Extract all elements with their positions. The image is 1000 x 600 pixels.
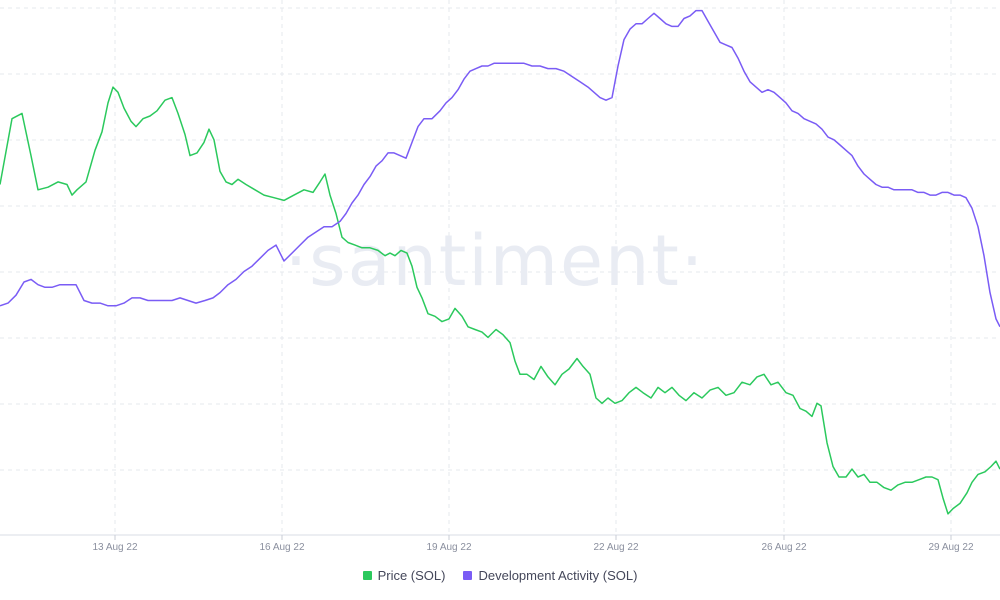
legend-label-dev-activity: Development Activity (SOL) [478, 568, 638, 583]
x-tick-label: 19 Aug 22 [426, 542, 471, 553]
x-tick-label: 26 Aug 22 [761, 542, 806, 553]
legend-label-price: Price (SOL) [377, 568, 446, 583]
legend-item-price[interactable]: Price (SOL) [362, 568, 446, 583]
legend-item-dev-activity[interactable]: Development Activity (SOL) [463, 568, 637, 583]
chart-legend: Price (SOL) Development Activity (SOL) [0, 568, 1000, 583]
series-layer [0, 9, 1000, 515]
santiment-watermark: ·santiment· [285, 220, 705, 302]
x-tick-label: 13 Aug 22 [92, 542, 137, 553]
dev-activity-series-line[interactable] [0, 9, 1000, 328]
price-series-line[interactable] [0, 86, 1000, 515]
x-tick-label: 16 Aug 22 [259, 542, 304, 553]
price-swatch-icon [362, 571, 372, 580]
x-axis: 13 Aug 22 16 Aug 22 19 Aug 22 22 Aug 22 26 A… [0, 534, 1000, 553]
x-tick-label: 29 Aug 22 [928, 542, 973, 553]
dev-activity-swatch-icon [463, 571, 473, 580]
x-tick-label: 22 Aug 22 [593, 542, 638, 553]
